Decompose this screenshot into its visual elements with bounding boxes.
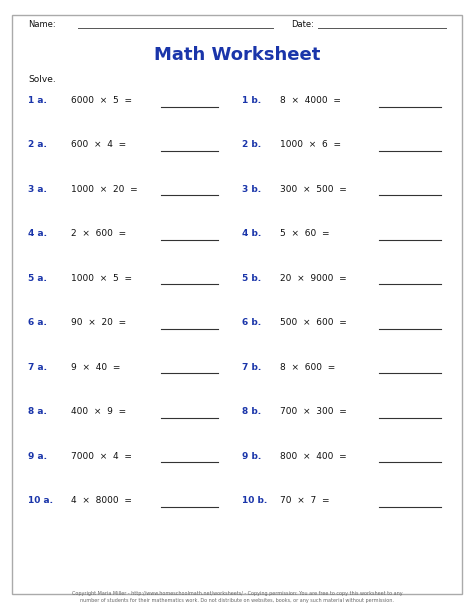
- Text: 9 a.: 9 a.: [28, 452, 47, 460]
- Text: 4 b.: 4 b.: [242, 230, 261, 238]
- Text: 10 b.: 10 b.: [242, 496, 267, 505]
- Text: 1000  ×  6  =: 1000 × 6 =: [280, 141, 341, 149]
- Text: Math Worksheet: Math Worksheet: [154, 46, 320, 64]
- Text: 500  ×  600  =: 500 × 600 =: [280, 319, 346, 327]
- Text: 700  ×  300  =: 700 × 300 =: [280, 407, 346, 416]
- Text: 9 b.: 9 b.: [242, 452, 261, 460]
- Text: 70  ×  7  =: 70 × 7 =: [280, 496, 329, 505]
- Text: 7 a.: 7 a.: [28, 363, 47, 371]
- Text: 10 a.: 10 a.: [28, 496, 54, 505]
- Text: 90  ×  20  =: 90 × 20 =: [71, 319, 126, 327]
- Text: 2  ×  600  =: 2 × 600 =: [71, 230, 126, 238]
- Text: Date:: Date:: [292, 20, 314, 29]
- Text: 2 b.: 2 b.: [242, 141, 261, 149]
- Text: 9  ×  40  =: 9 × 40 =: [71, 363, 120, 371]
- Text: 5 a.: 5 a.: [28, 274, 47, 283]
- Text: 7 b.: 7 b.: [242, 363, 261, 371]
- Text: 600  ×  4  =: 600 × 4 =: [71, 141, 126, 149]
- Text: 3 b.: 3 b.: [242, 185, 261, 194]
- Text: 3 a.: 3 a.: [28, 185, 47, 194]
- Text: 5 b.: 5 b.: [242, 274, 261, 283]
- Text: 2 a.: 2 a.: [28, 141, 47, 149]
- Text: Name:: Name:: [28, 20, 56, 29]
- Text: 6000  ×  5  =: 6000 × 5 =: [71, 96, 132, 105]
- Text: 6 b.: 6 b.: [242, 319, 261, 327]
- Text: 8  ×  600  =: 8 × 600 =: [280, 363, 335, 371]
- FancyBboxPatch shape: [12, 15, 462, 594]
- Text: 6 a.: 6 a.: [28, 319, 47, 327]
- Text: Solve.: Solve.: [28, 75, 56, 83]
- Text: 800  ×  400  =: 800 × 400 =: [280, 452, 346, 460]
- Text: 8  ×  4000  =: 8 × 4000 =: [280, 96, 340, 105]
- Text: 1 b.: 1 b.: [242, 96, 261, 105]
- Text: 1 a.: 1 a.: [28, 96, 47, 105]
- Text: 300  ×  500  =: 300 × 500 =: [280, 185, 346, 194]
- Text: 1000  ×  20  =: 1000 × 20 =: [71, 185, 138, 194]
- Text: 1000  ×  5  =: 1000 × 5 =: [71, 274, 132, 283]
- Text: 7000  ×  4  =: 7000 × 4 =: [71, 452, 132, 460]
- Text: 400  ×  9  =: 400 × 9 =: [71, 407, 126, 416]
- Text: 5  ×  60  =: 5 × 60 =: [280, 230, 329, 238]
- Text: 4 a.: 4 a.: [28, 230, 47, 238]
- Text: 8 a.: 8 a.: [28, 407, 47, 416]
- Text: 8 b.: 8 b.: [242, 407, 261, 416]
- Text: 20  ×  9000  =: 20 × 9000 =: [280, 274, 346, 283]
- Text: Copyright Maria Miller - http://www.homeschoolmath.net/worksheets/ - Copying per: Copyright Maria Miller - http://www.home…: [72, 591, 402, 603]
- Text: 4  ×  8000  =: 4 × 8000 =: [71, 496, 132, 505]
